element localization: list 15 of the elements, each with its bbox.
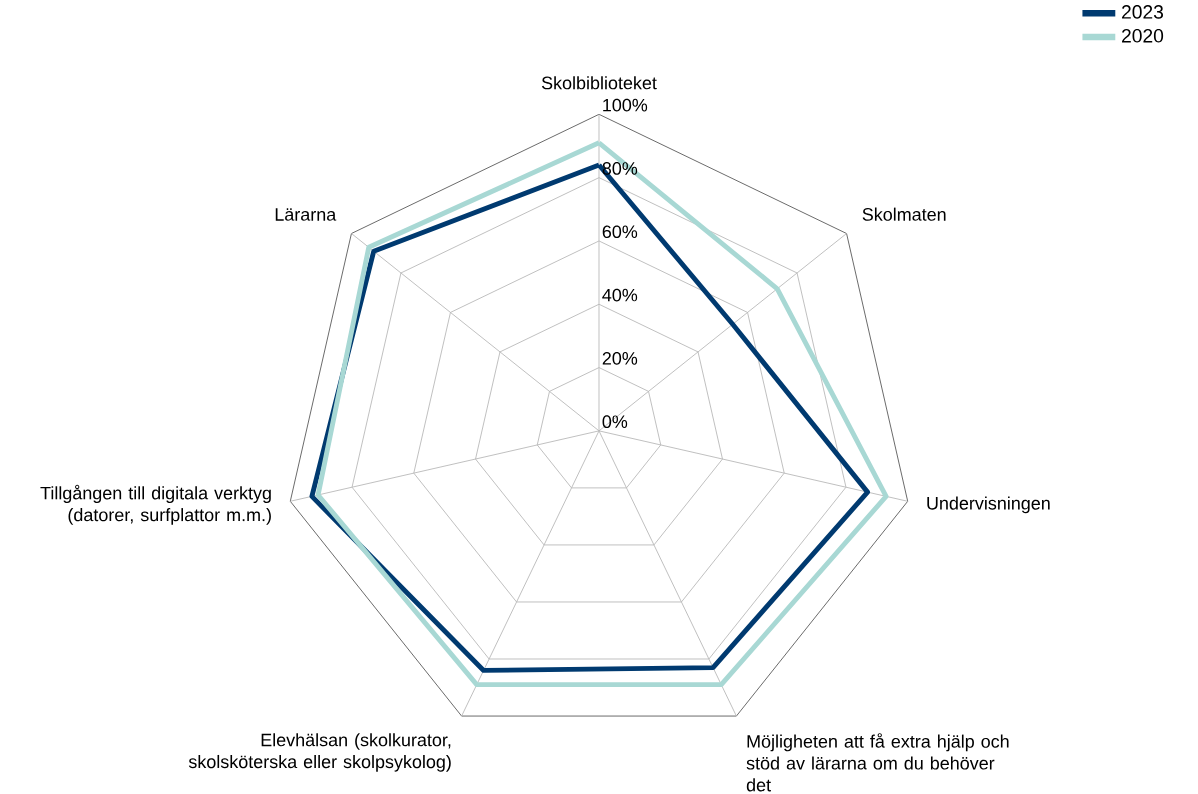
spoke-label: Skolbiblioteket: [541, 76, 657, 90]
y-tick-label: 60%: [602, 225, 638, 239]
spoke-label: Elevhälsan (skolkurator, skolsköterska eller skolpsykolog): [188, 733, 451, 772]
legend-label: 2020: [1122, 28, 1164, 43]
y-tick-label: 100%: [603, 98, 648, 112]
y-tick-label: 80%: [602, 162, 638, 175]
spoke-label: Undervisningen: [927, 496, 1050, 514]
legend-label: 2023: [1122, 5, 1164, 19]
spoke-label: Lärarna: [275, 208, 337, 221]
spoke-label: Tillgången till digitala verktyg (datorer, surfplattor m.m.): [40, 484, 271, 525]
y-tick-label: 0%: [602, 415, 628, 429]
spoke-label: Skolmaten: [862, 207, 946, 221]
spoke-label: Möjligheten att få extra hjälp och stöd av lärarna om du behöver det: [746, 733, 1009, 792]
y-tick-label: 40%: [602, 288, 638, 302]
y-tick-label: 20%: [602, 351, 638, 365]
